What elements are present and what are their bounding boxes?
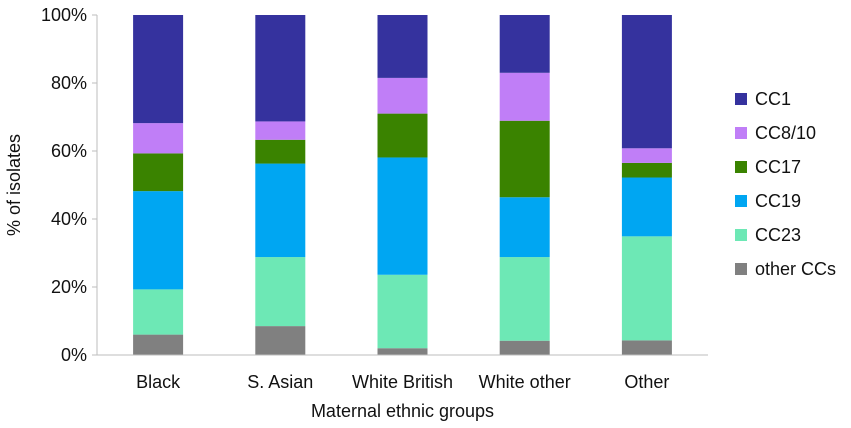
legend-label: other CCs (755, 259, 836, 279)
bar-segment (255, 121, 306, 140)
x-category-label: Other (624, 372, 669, 392)
legend-swatch (735, 93, 747, 105)
x-axis-title: Maternal ethnic groups (311, 401, 494, 421)
x-axis-category-labels: Black S. Asian White British White other Oth… (136, 372, 669, 392)
bar-segment (621, 148, 672, 163)
bar-segment (499, 340, 550, 355)
y-tick-label: 20% (51, 277, 87, 297)
y-tick-label: 60% (51, 141, 87, 161)
y-tick-label: 40% (51, 209, 87, 229)
y-axis-ticks: 0% 20% 40% 60% 80% 100% (41, 5, 97, 365)
bar-segment (133, 15, 184, 124)
x-category-label: White other (479, 372, 571, 392)
bar-segment (377, 77, 428, 114)
legend-swatch (735, 263, 747, 275)
legend-label: CC23 (755, 225, 801, 245)
legend-label: CC17 (755, 157, 801, 177)
bar-segment (499, 197, 550, 258)
x-category-label: S. Asian (247, 372, 313, 392)
legend-swatch (735, 229, 747, 241)
bars (133, 15, 672, 355)
x-category-label: Black (136, 372, 181, 392)
bar-segment (255, 15, 306, 122)
bar-segment (499, 72, 550, 121)
bar-segment (499, 257, 550, 341)
legend-label: CC1 (755, 89, 791, 109)
bar-segment (499, 120, 550, 198)
y-tick-label: 100% (41, 5, 87, 25)
bar-segment (133, 191, 184, 290)
bar-segment (621, 177, 672, 237)
bar-segment (377, 348, 428, 355)
legend-swatch (735, 195, 747, 207)
bar-segment (133, 123, 184, 154)
bar-segment (377, 157, 428, 275)
bar-segment (621, 15, 672, 149)
bar-segment (377, 113, 428, 158)
legend-swatch (735, 161, 747, 173)
bar-segment (377, 274, 428, 349)
y-tick-label: 0% (61, 345, 87, 365)
bar-segment (499, 15, 550, 73)
y-axis-title: % of isolates (4, 134, 24, 236)
bar-segment (133, 334, 184, 355)
bar-segment (133, 153, 184, 192)
y-tick-label: 80% (51, 73, 87, 93)
bar-segment (255, 257, 306, 327)
legend-label: CC19 (755, 191, 801, 211)
bar-segment (377, 15, 428, 78)
bar-segment (255, 326, 306, 355)
bar-segment (621, 236, 672, 341)
bar-segment (133, 289, 184, 335)
bar-segment (255, 163, 306, 258)
legend-swatch (735, 127, 747, 139)
legend-label: CC8/10 (755, 123, 816, 143)
bar-segment (621, 162, 672, 178)
x-category-label: White British (352, 372, 453, 392)
bar-segment (255, 139, 306, 164)
bar-segment (621, 340, 672, 355)
legend: CC1 CC8/10 CC17 CC19 CC23 other CCs (735, 89, 836, 279)
